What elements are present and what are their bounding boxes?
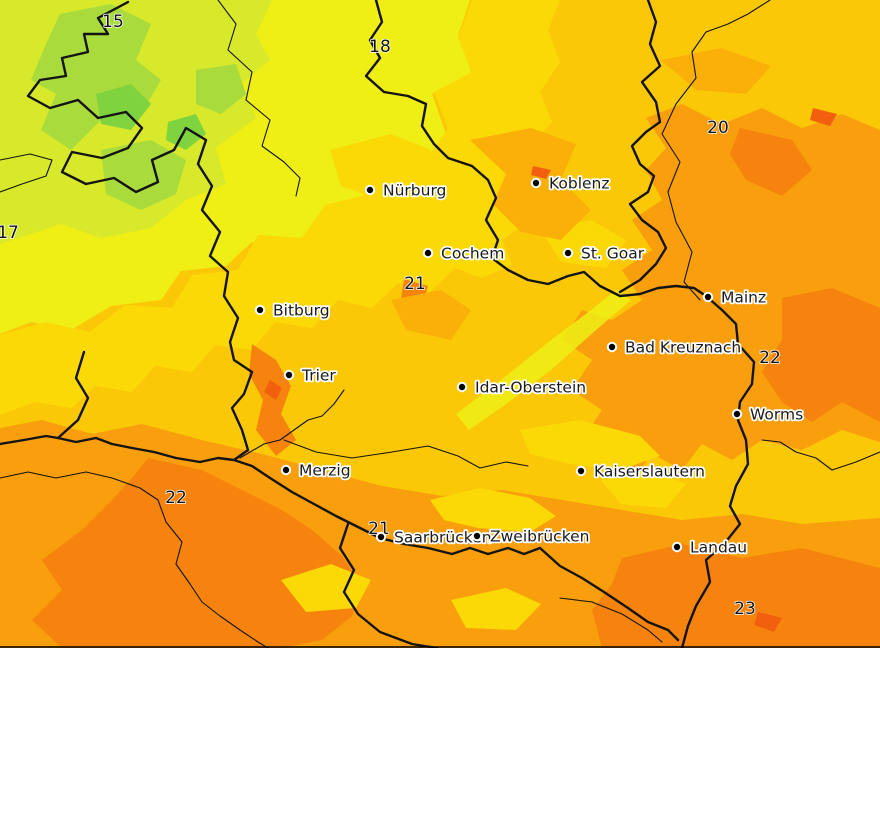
- city-label: Saarbrücken: [394, 529, 492, 547]
- district-borders: [0, 0, 880, 648]
- region-temperature-label: 22: [759, 348, 781, 368]
- city-label: Bitburg: [273, 302, 330, 320]
- city-dot-icon: [422, 247, 434, 259]
- city-marker: St. Goar: [562, 243, 647, 264]
- city-dot-icon: [671, 541, 683, 553]
- city-dot-icon: [702, 291, 714, 303]
- city-dot-icon: [364, 184, 376, 196]
- city-marker: Zweibrücken: [471, 526, 591, 547]
- city-marker: Bad Kreuznach: [606, 337, 743, 358]
- region-temperature-label: 22: [165, 488, 187, 508]
- region-temperature-label: 17: [0, 223, 19, 243]
- city-label: St. Goar: [581, 245, 645, 263]
- city-label: Idar-Oberstein: [475, 379, 586, 397]
- city-marker: Saarbrücken: [375, 527, 493, 548]
- city-dot-icon: [606, 341, 618, 353]
- city-marker: Cochem: [422, 243, 506, 264]
- city-label: Zweibrücken: [490, 528, 589, 546]
- city-label: Landau: [690, 539, 747, 557]
- city-dot-icon: [530, 177, 542, 189]
- city-marker: Mainz: [702, 287, 768, 308]
- city-dot-icon: [562, 247, 574, 259]
- city-dot-icon: [280, 464, 292, 476]
- city-marker: Bitburg: [254, 300, 331, 321]
- region-temperature-label: 21: [404, 274, 426, 294]
- state-borders: [0, 0, 756, 648]
- map-caption-area: Temperatur in 2m (in °C) Modell: ICON-D2…: [0, 648, 880, 830]
- city-dot-icon: [254, 304, 266, 316]
- city-label: Mainz: [721, 289, 766, 307]
- city-dot-icon: [283, 369, 295, 381]
- city-label: Trier: [301, 367, 336, 385]
- region-temperature-label: 15: [102, 12, 124, 32]
- city-marker: Trier: [283, 365, 338, 386]
- city-label: Worms: [750, 406, 803, 424]
- city-label: Merzig: [299, 462, 351, 480]
- city-label: Koblenz: [549, 175, 610, 193]
- city-dot-icon: [731, 408, 743, 420]
- city-marker: Nürburg: [364, 180, 448, 201]
- region-temperature-label: 23: [734, 599, 756, 619]
- city-marker: Kaiserslautern: [575, 461, 707, 482]
- city-marker: Worms: [731, 404, 805, 425]
- city-marker: Landau: [671, 537, 749, 558]
- city-marker: Koblenz: [530, 173, 611, 194]
- temperature-field: [0, 0, 880, 648]
- region-temperature-label: 18: [369, 37, 391, 57]
- city-marker: Merzig: [280, 460, 352, 481]
- city-dot-icon: [575, 465, 587, 477]
- region-temperature-label: 20: [707, 118, 729, 138]
- city-markers: Nürburg Koblenz Cochem St. Goar Bitburg Mainz…: [254, 173, 805, 558]
- city-label: Kaiserslautern: [594, 463, 705, 481]
- city-label: Cochem: [441, 245, 504, 263]
- city-label: Bad Kreuznach: [625, 339, 741, 357]
- city-marker: Idar-Oberstein: [456, 377, 588, 398]
- city-dot-icon: [471, 530, 483, 542]
- city-label: Nürburg: [383, 182, 446, 200]
- city-dot-icon: [375, 531, 387, 543]
- city-dot-icon: [456, 381, 468, 393]
